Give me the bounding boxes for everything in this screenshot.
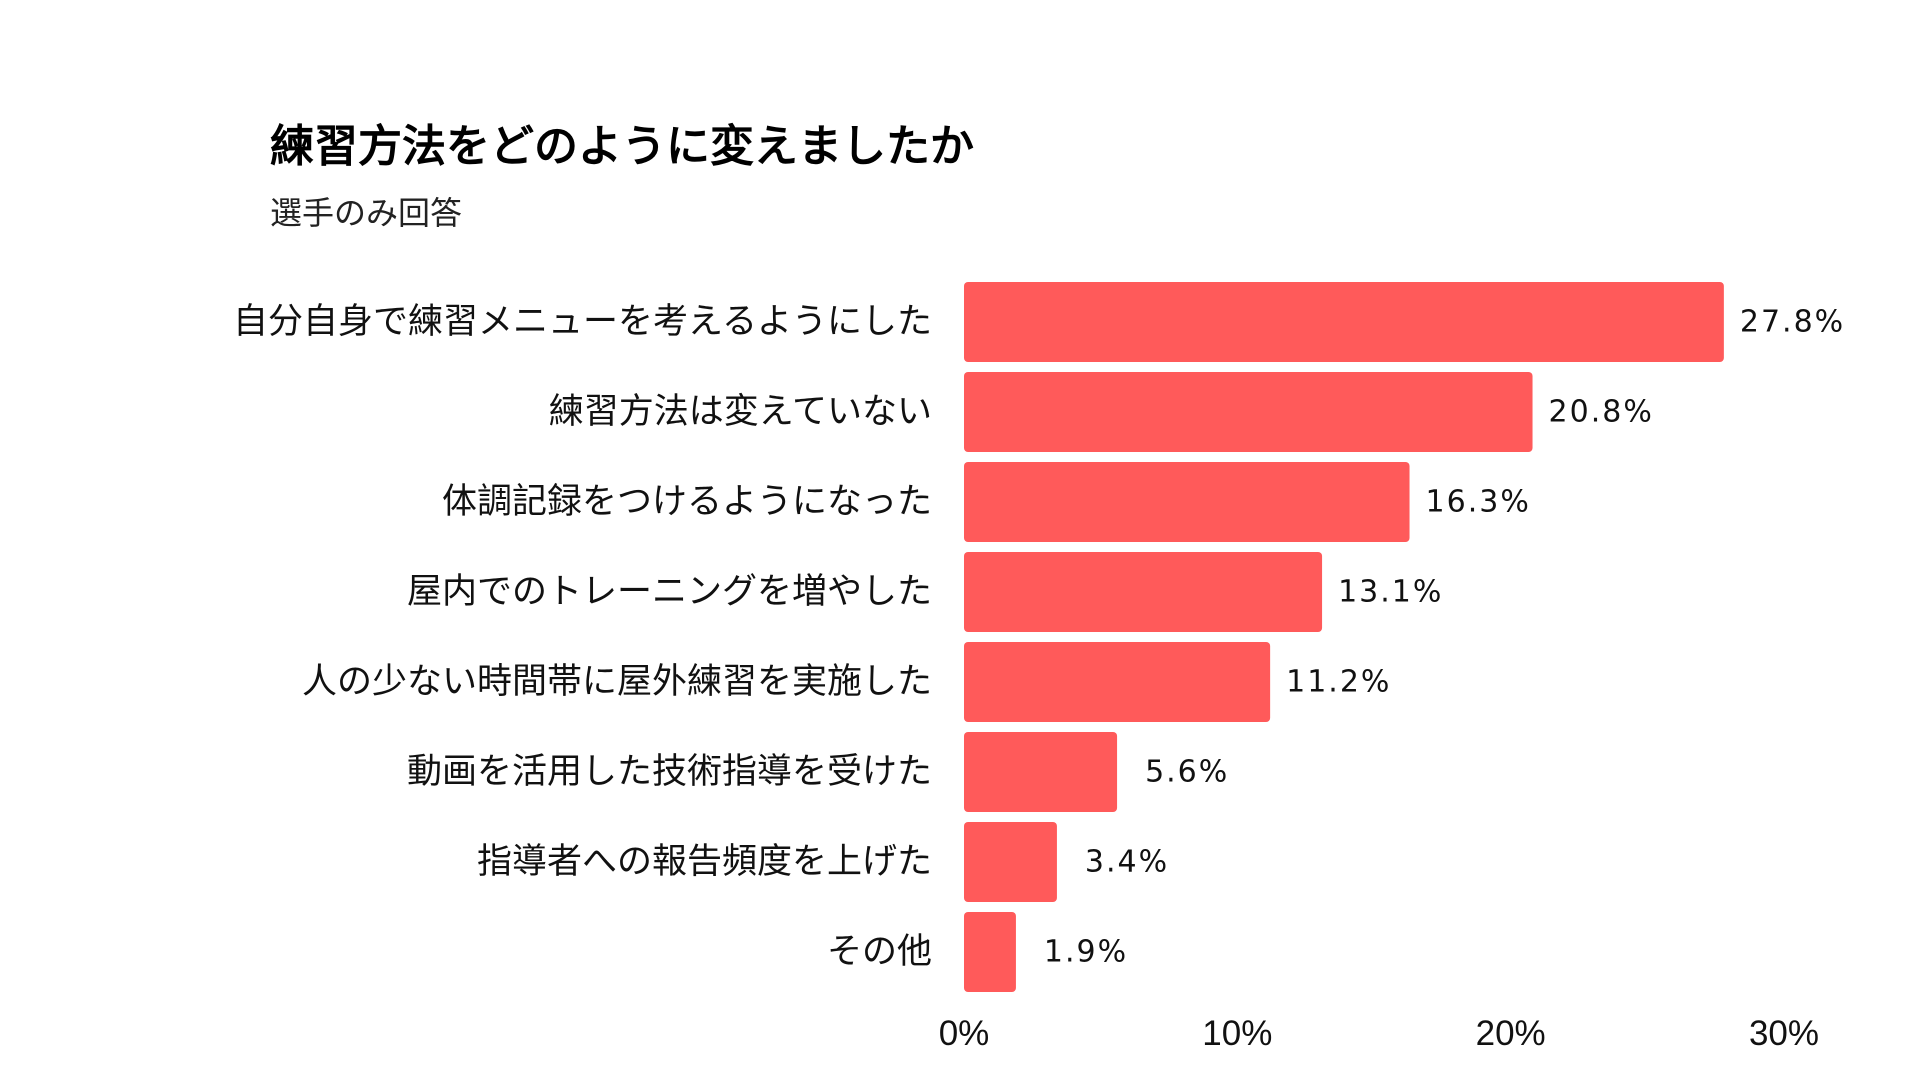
value-label-2: 20.8% — [1549, 395, 1654, 430]
category-label-4: 屋内でのトレーニングを増やした — [407, 572, 932, 612]
bar-7 — [964, 822, 1057, 902]
bars-group — [964, 282, 1724, 992]
category-labels: 自分自身で練習メニューを考えるようにした練習方法は変えていない体調記録をつけるよ… — [233, 302, 932, 972]
value-label-3: 16.3% — [1426, 485, 1531, 520]
value-labels: 27.8% 20.8% 16.3% 13.1% 11.2% 5.6% 3.4% 1.9% — [1044, 305, 1845, 970]
value-label-8: 1.9% — [1044, 935, 1128, 970]
value-label-6: 5.6% — [1145, 755, 1229, 790]
value-label-7: 3.4% — [1085, 845, 1169, 880]
category-label-6: 動画を活用した技術指導を受けた — [407, 752, 932, 792]
bar-6 — [964, 732, 1118, 812]
bar-5 — [964, 642, 1271, 722]
category-label-3: 体調記録をつけるようになった — [442, 482, 932, 522]
category-label-2: 練習方法は変えていない — [549, 392, 932, 432]
bar-2 — [964, 372, 1533, 452]
x-axis-ticks: 0% 10% 20% 30% — [939, 1014, 1819, 1053]
x-tick-label-2: 10% — [1202, 1014, 1272, 1053]
bar-4 — [964, 552, 1323, 632]
x-tick-label-1: 0% — [939, 1014, 990, 1053]
x-tick-label-4: 30% — [1749, 1014, 1819, 1053]
value-label-1: 27.8% — [1740, 305, 1845, 340]
category-label-7: 指導者への報告頻度を上げた — [477, 842, 932, 882]
bar-1 — [964, 282, 1724, 362]
value-label-4: 13.1% — [1338, 575, 1443, 610]
category-label-5: 人の少ない時間帯に屋外練習を実施した — [302, 662, 932, 702]
value-label-5: 11.2% — [1286, 665, 1391, 700]
bar-3 — [964, 462, 1410, 542]
x-tick-label-3: 20% — [1476, 1014, 1546, 1053]
category-label-8: その他 — [827, 932, 932, 972]
category-label-1: 自分自身で練習メニューを考えるようにした — [233, 302, 932, 342]
chart-subtitle: 選手のみ回答 — [270, 194, 463, 232]
chart-title: 練習方法をどのように変えましたか — [270, 121, 974, 172]
bar-8 — [964, 912, 1016, 992]
